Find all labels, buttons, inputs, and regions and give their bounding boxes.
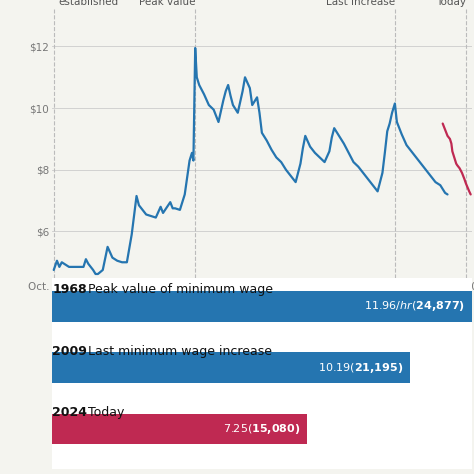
Text: 2024: 2024: [52, 406, 87, 419]
Text: $11.96/hr  ($24,877): $11.96/hr ($24,877): [365, 300, 465, 313]
Bar: [52, 352, 410, 383]
Text: Today: Today: [88, 406, 124, 419]
Text: $7.25  ($15,080): $7.25 ($15,080): [223, 422, 301, 436]
Text: Peak value of minimum wage: Peak value of minimum wage: [88, 283, 273, 296]
Text: Today: Today: [436, 0, 466, 7]
Bar: [52, 414, 307, 444]
Text: $10.19  ($21,195): $10.19 ($21,195): [318, 361, 403, 375]
Text: Peak value: Peak value: [139, 0, 195, 7]
Text: Last increase: Last increase: [326, 0, 395, 7]
Text: 2009: 2009: [52, 345, 87, 358]
Text: Minimum wage
established: Minimum wage established: [58, 0, 137, 7]
Text: 1968: 1968: [52, 283, 87, 296]
Text: Last minimum wage increase: Last minimum wage increase: [88, 345, 272, 358]
Bar: [52, 291, 472, 322]
